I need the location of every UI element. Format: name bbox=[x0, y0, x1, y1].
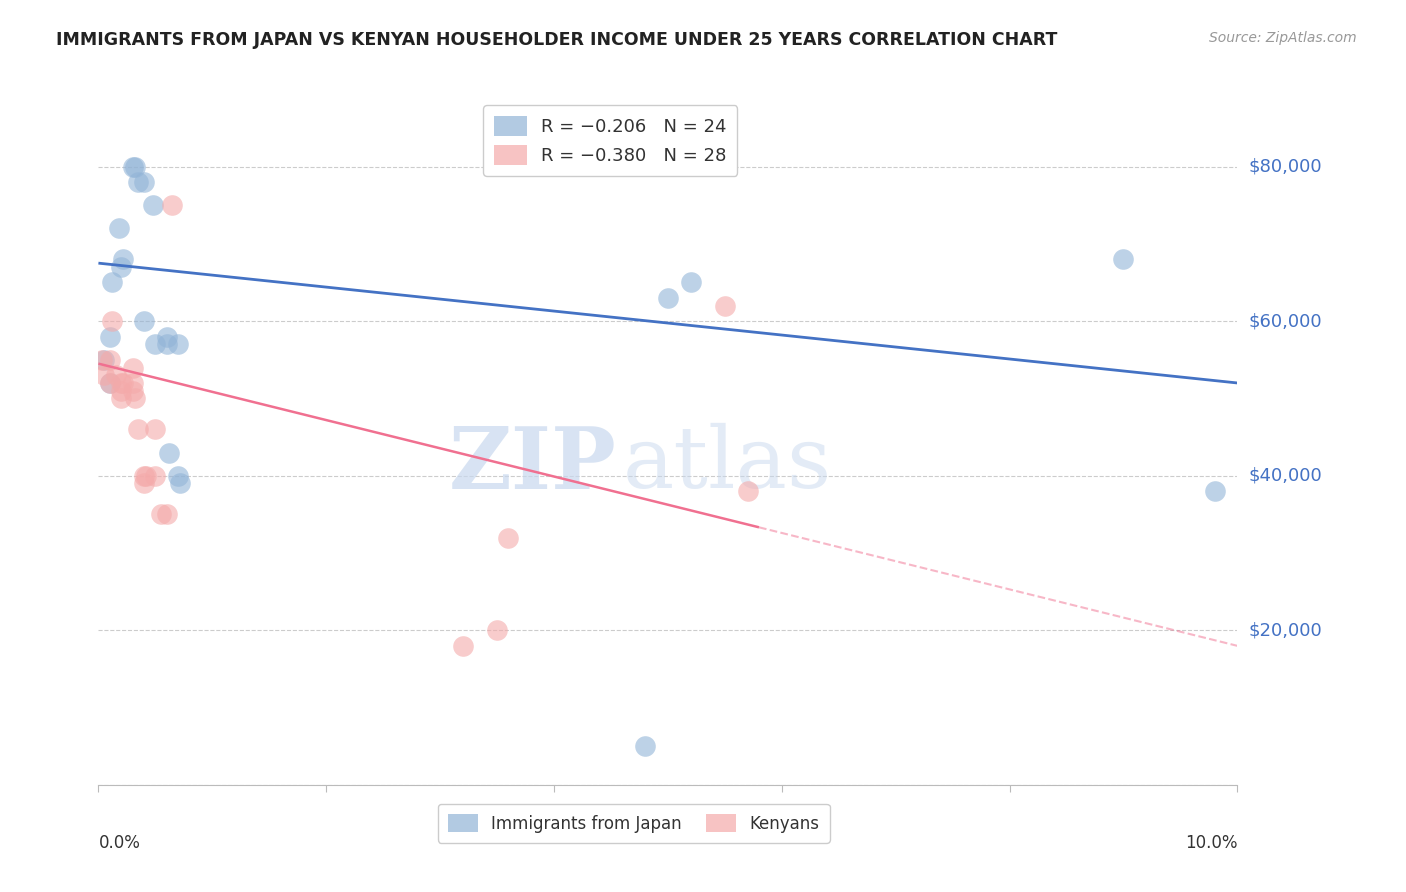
Point bbox=[93, 368, 115, 383]
Point bbox=[167, 468, 190, 483]
Text: 0.0%: 0.0% bbox=[98, 834, 141, 852]
Point bbox=[156, 337, 179, 351]
Point bbox=[679, 276, 702, 290]
Point bbox=[132, 468, 155, 483]
Point bbox=[104, 368, 127, 383]
Point bbox=[486, 624, 509, 638]
Text: $60,000: $60,000 bbox=[1249, 312, 1322, 330]
Point bbox=[142, 198, 165, 212]
Point bbox=[90, 352, 112, 367]
Point bbox=[98, 352, 121, 367]
Point bbox=[110, 384, 132, 398]
Point bbox=[112, 252, 135, 267]
Point bbox=[634, 739, 657, 754]
Point bbox=[150, 508, 173, 522]
Point bbox=[162, 198, 184, 212]
Point bbox=[98, 329, 121, 343]
Point bbox=[157, 445, 180, 459]
Point bbox=[156, 329, 179, 343]
Point bbox=[169, 476, 191, 491]
Point bbox=[145, 468, 167, 483]
Point bbox=[110, 376, 132, 390]
Point bbox=[657, 291, 679, 305]
Text: Source: ZipAtlas.com: Source: ZipAtlas.com bbox=[1209, 31, 1357, 45]
Point bbox=[110, 392, 132, 406]
Point bbox=[98, 376, 121, 390]
Point bbox=[127, 422, 149, 436]
Point bbox=[1204, 484, 1226, 499]
Point bbox=[498, 531, 520, 545]
Point bbox=[167, 337, 190, 351]
Point bbox=[101, 276, 124, 290]
Point bbox=[112, 376, 135, 390]
Point bbox=[101, 314, 124, 328]
Point bbox=[451, 639, 474, 653]
Point bbox=[145, 422, 167, 436]
Point bbox=[132, 476, 155, 491]
Point bbox=[121, 384, 143, 398]
Point bbox=[135, 468, 157, 483]
Point bbox=[714, 299, 737, 313]
Text: ZIP: ZIP bbox=[449, 423, 617, 507]
Point bbox=[108, 221, 131, 235]
Point bbox=[121, 160, 143, 174]
Point bbox=[110, 260, 132, 274]
Point bbox=[121, 360, 143, 375]
Point bbox=[156, 508, 179, 522]
Text: $20,000: $20,000 bbox=[1249, 622, 1322, 640]
Text: $80,000: $80,000 bbox=[1249, 158, 1322, 176]
Point bbox=[121, 376, 143, 390]
Point bbox=[124, 392, 146, 406]
Point bbox=[124, 160, 146, 174]
Point bbox=[93, 352, 115, 367]
Text: atlas: atlas bbox=[623, 424, 831, 507]
Point bbox=[1112, 252, 1135, 267]
Legend: Immigrants from Japan, Kenyans: Immigrants from Japan, Kenyans bbox=[437, 804, 830, 843]
Text: $40,000: $40,000 bbox=[1249, 467, 1322, 484]
Point bbox=[145, 337, 167, 351]
Point bbox=[132, 314, 155, 328]
Point bbox=[737, 484, 759, 499]
Text: IMMIGRANTS FROM JAPAN VS KENYAN HOUSEHOLDER INCOME UNDER 25 YEARS CORRELATION CH: IMMIGRANTS FROM JAPAN VS KENYAN HOUSEHOL… bbox=[56, 31, 1057, 49]
Text: 10.0%: 10.0% bbox=[1185, 834, 1237, 852]
Point bbox=[127, 175, 149, 189]
Point bbox=[98, 376, 121, 390]
Point bbox=[132, 175, 155, 189]
